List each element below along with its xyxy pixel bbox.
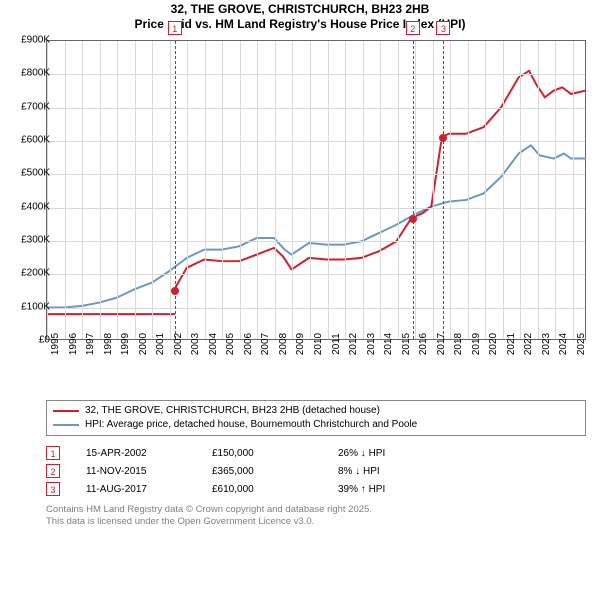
plot-area: 123 — [46, 40, 586, 340]
event-row-badge: 2 — [46, 464, 60, 478]
x-tick-label: 2014 — [383, 333, 394, 355]
x-tick-label: 2002 — [173, 333, 184, 355]
x-tick-label: 1999 — [120, 333, 131, 355]
chart: 123 £0 £100K £200K £300K £400K £500K £600K £700… — [6, 34, 594, 394]
y-tick-label: £0 — [39, 335, 50, 346]
x-tick-label: 2020 — [488, 333, 499, 355]
x-tick-label: 2017 — [436, 333, 447, 355]
legend-row: HPI: Average price, detached house, Bour… — [53, 418, 579, 432]
x-tick-label: 2018 — [453, 333, 464, 355]
x-tick-label: 2023 — [541, 333, 552, 355]
event-row-price: £365,000 — [212, 466, 312, 477]
event-badge: 2 — [406, 21, 420, 35]
x-tick-label: 2006 — [243, 333, 254, 355]
x-tick-label: 2004 — [208, 333, 219, 355]
legend: 32, THE GROVE, CHRISTCHURCH, BH23 2HB (d… — [46, 400, 586, 436]
y-tick-label: £500K — [21, 168, 50, 179]
event-row-diff: 26% ↓ HPI — [338, 448, 438, 459]
x-tick-label: 2022 — [523, 333, 534, 355]
titles: 32, THE GROVE, CHRISTCHURCH, BH23 2HB Pr… — [6, 2, 594, 32]
attrib-line1: Contains HM Land Registry data © Crown c… — [46, 504, 586, 516]
legend-text: 32, THE GROVE, CHRISTCHURCH, BH23 2HB (d… — [85, 404, 380, 418]
x-tick-label: 2007 — [260, 333, 271, 355]
event-row-date: 15-APR-2002 — [86, 448, 186, 459]
y-tick-label: £700K — [21, 101, 50, 112]
event-row-price: £150,000 — [212, 448, 312, 459]
y-tick-label: £200K — [21, 268, 50, 279]
y-tick-label: £400K — [21, 201, 50, 212]
y-tick-label: £800K — [21, 68, 50, 79]
legend-text: HPI: Average price, detached house, Bour… — [85, 418, 417, 432]
x-tick-label: 2013 — [366, 333, 377, 355]
x-tick-label: 2008 — [278, 333, 289, 355]
event-row: 3 11-AUG-2017 £610,000 39% ↑ HPI — [46, 480, 586, 498]
x-tick-label: 1997 — [85, 333, 96, 355]
x-tick-label: 2015 — [401, 333, 412, 355]
title-line2: Price paid vs. HM Land Registry's House … — [6, 17, 594, 32]
x-tick-label: 2011 — [331, 333, 342, 355]
events-table: 1 15-APR-2002 £150,000 26% ↓ HPI 2 11-NOV-201… — [46, 444, 586, 498]
attribution: Contains HM Land Registry data © Crown c… — [46, 504, 586, 529]
x-tick-label: 2019 — [471, 333, 482, 355]
x-tick-label: 1998 — [103, 333, 114, 355]
event-row: 1 15-APR-2002 £150,000 26% ↓ HPI — [46, 444, 586, 462]
series-svg — [47, 41, 585, 339]
y-tick-label: £600K — [21, 135, 50, 146]
event-row-price: £610,000 — [212, 484, 312, 495]
legend-swatch — [53, 410, 79, 412]
event-badge: 1 — [168, 21, 182, 35]
x-tick-label: 2010 — [313, 333, 324, 355]
x-tick-label: 2025 — [576, 333, 587, 355]
event-row-date: 11-AUG-2017 — [86, 484, 186, 495]
x-tick-label: 2005 — [225, 333, 236, 355]
event-row-badge: 3 — [46, 482, 60, 496]
event-row-diff: 8% ↓ HPI — [338, 466, 438, 477]
x-tick-label: 2012 — [348, 333, 359, 355]
event-row: 2 11-NOV-2015 £365,000 8% ↓ HPI — [46, 462, 586, 480]
legend-swatch — [53, 424, 79, 426]
x-tick-label: 2009 — [295, 333, 306, 355]
x-tick-label: 2024 — [558, 333, 569, 355]
event-row-badge: 1 — [46, 446, 60, 460]
y-tick-label: £100K — [21, 301, 50, 312]
event-badge: 3 — [436, 21, 450, 35]
x-tick-label: 2003 — [190, 333, 201, 355]
event-row-diff: 39% ↑ HPI — [338, 484, 438, 495]
attrib-line2: This data is licensed under the Open Gov… — [46, 516, 586, 528]
x-tick-label: 1995 — [50, 333, 61, 355]
event-row-date: 11-NOV-2015 — [86, 466, 186, 477]
y-tick-label: £900K — [21, 35, 50, 46]
x-tick-label: 2016 — [418, 333, 429, 355]
x-tick-label: 2001 — [155, 333, 166, 355]
y-tick-label: £300K — [21, 235, 50, 246]
title-line1: 32, THE GROVE, CHRISTCHURCH, BH23 2HB — [6, 2, 594, 17]
legend-row: 32, THE GROVE, CHRISTCHURCH, BH23 2HB (d… — [53, 404, 579, 418]
x-tick-label: 1996 — [68, 333, 79, 355]
x-tick-label: 2000 — [138, 333, 149, 355]
x-tick-label: 2021 — [506, 333, 517, 355]
